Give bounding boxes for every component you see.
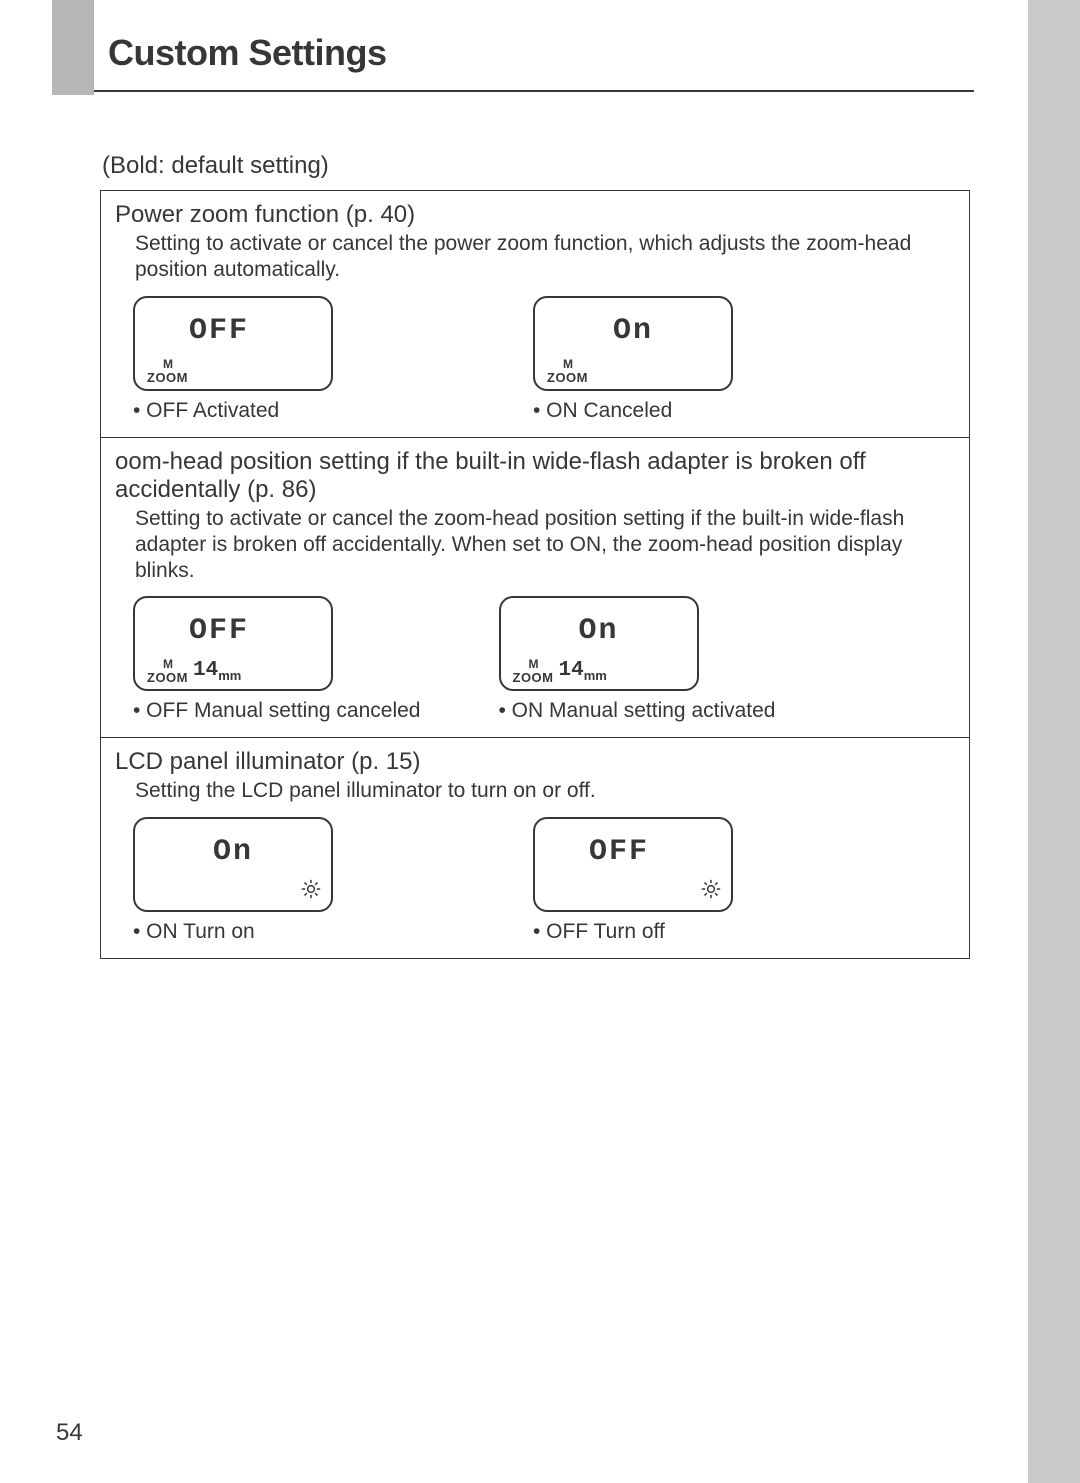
section-description: Setting to activate or cancel the power … — [135, 231, 955, 284]
gray-tab — [52, 0, 94, 95]
header: Custom Settings — [94, 32, 974, 92]
zoom-m-indicator: M — [563, 357, 573, 371]
option: OFF ZOOMM 14mm • OFF Manual setting cancele… — [133, 596, 421, 723]
zoom-m-indicator: M — [163, 357, 173, 371]
options-row: OFFZOOMM• OFF ActivatedOnZOOMM• ON Cance… — [133, 296, 955, 423]
section-description: Setting to activate or cancel the zoom-h… — [135, 506, 955, 585]
options-row: On • ON Turn on OFF • OFF Turn off — [133, 817, 955, 944]
focal-length: 14mm — [559, 659, 607, 683]
setting-section: Power zoom function (p. 40)Setting to ac… — [101, 191, 969, 438]
sun-icon — [301, 879, 321, 899]
option: On ZOOMM • ON Canceled — [533, 296, 733, 423]
lcd-display: OFF — [533, 817, 733, 912]
illuminator-icon — [701, 879, 721, 904]
option-caption: • ON Manual setting activated — [499, 699, 776, 723]
lcd-value: OFF — [189, 314, 249, 348]
lcd-value: On — [579, 614, 619, 648]
section-title: LCD panel illuminator (p. 15) — [115, 748, 955, 776]
option-caption: • OFF Turn off — [533, 920, 733, 944]
page-reference: (p. 40) — [346, 201, 415, 228]
zoom-label: ZOOM — [147, 370, 188, 385]
option-caption: • OFF Manual setting canceled — [133, 699, 421, 723]
option: OFF ZOOMM • OFF Activated — [133, 296, 333, 423]
focal-length: 14mm — [193, 659, 241, 683]
lcd-value: OFF — [589, 835, 649, 869]
section-title: oom-head position setting if the built-i… — [115, 448, 955, 504]
illuminator-icon — [301, 879, 321, 904]
lcd-display: On — [133, 817, 333, 912]
lcd-display: On ZOOMM — [533, 296, 733, 391]
section-description: Setting the LCD panel illuminator to tur… — [135, 778, 955, 804]
option: On ZOOMM 14mm • ON Manual setting activated — [499, 596, 776, 723]
lcd-display: OFF ZOOMM — [133, 296, 333, 391]
setting-section: LCD panel illuminator (p. 15)Setting the… — [101, 738, 969, 957]
section-title-text: oom-head position setting if the built-i… — [115, 448, 866, 503]
lcd-display: On ZOOMM 14mm — [499, 596, 699, 691]
settings-box: Power zoom function (p. 40)Setting to ac… — [100, 190, 970, 959]
page-title: Custom Settings — [108, 32, 974, 74]
option: OFF • OFF Turn off — [533, 817, 733, 944]
section-title-text: LCD panel illuminator — [115, 748, 351, 775]
page-number: 54 — [56, 1419, 83, 1447]
options-row: OFFZOOMM14mm• OFF Manual setting cancele… — [133, 596, 955, 723]
zoom-label: ZOOM — [147, 670, 188, 685]
section-title-text: Power zoom function — [115, 201, 346, 228]
option-caption: • ON Turn on — [133, 920, 333, 944]
zoom-m-indicator: M — [163, 657, 173, 671]
option: On • ON Turn on — [133, 817, 333, 944]
lcd-value: On — [213, 835, 253, 869]
setting-section: oom-head position setting if the built-i… — [101, 438, 969, 739]
page: Custom Settings (Bold: default setting) … — [0, 0, 1028, 1483]
zoom-m-indicator: M — [529, 657, 539, 671]
option-caption: • ON Canceled — [533, 399, 733, 423]
page-reference: (p. 15) — [351, 748, 420, 775]
lcd-value: OFF — [189, 614, 249, 648]
option-caption: • OFF Activated — [133, 399, 333, 423]
section-title: Power zoom function (p. 40) — [115, 201, 955, 229]
page-reference: (p. 86) — [247, 476, 316, 503]
sun-icon — [701, 879, 721, 899]
zoom-label: ZOOM — [513, 670, 554, 685]
lcd-value: On — [613, 314, 653, 348]
zoom-label: ZOOM — [547, 370, 588, 385]
subtitle: (Bold: default setting) — [102, 152, 329, 180]
lcd-display: OFF ZOOMM 14mm — [133, 596, 333, 691]
